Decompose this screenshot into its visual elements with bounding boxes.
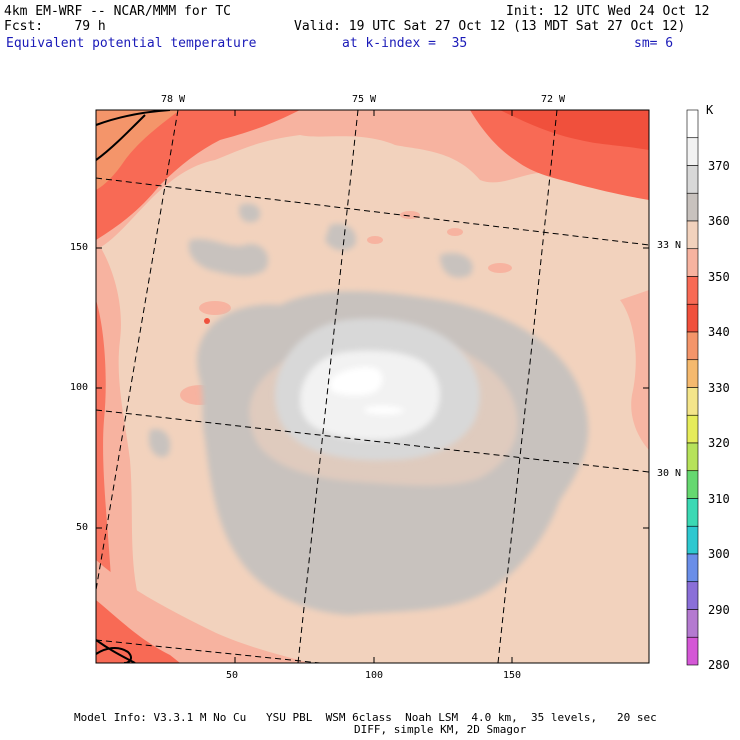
tick-marks xyxy=(96,110,649,663)
field-345-west xyxy=(96,300,112,600)
model-info-2: DIFF, simple KM, 2D Smagor xyxy=(354,723,527,736)
smoothing-info: sm= 6 xyxy=(634,36,674,51)
colorbar-label-330: 330 xyxy=(708,380,730,395)
colorbar-swatch-305 xyxy=(686,498,699,527)
field-370-center xyxy=(300,350,440,440)
colorbar-swatch-325 xyxy=(686,387,699,416)
x-tick-100: 100 xyxy=(365,670,384,681)
y-tick-150: 150 xyxy=(70,242,89,253)
meridian-72w xyxy=(497,110,558,663)
parallel-27n xyxy=(96,639,321,663)
colorbar xyxy=(686,109,699,666)
parallel-33n xyxy=(96,177,649,246)
field-350-east xyxy=(620,290,649,450)
valid-time: Valid: 19 UTC Sat 27 Oct 12 (13 MDT Sat … xyxy=(294,19,686,34)
field-345-northwest xyxy=(96,110,300,240)
graticule xyxy=(96,110,649,663)
colorbar-swatch-355 xyxy=(686,220,699,250)
colorbar-swatch-320 xyxy=(686,414,699,444)
colorbar-swatch-295 xyxy=(686,553,699,583)
forecast-hour: Fcst: 79 h xyxy=(4,19,106,34)
model-info: Model Info: V3.3.1 M No Cu YSU PBL WSM 6… xyxy=(74,711,657,724)
colorbar-swatch-290 xyxy=(686,581,699,610)
meridian-78w xyxy=(96,110,179,591)
colorbar-swatch-315 xyxy=(686,442,699,472)
y-tick-100: 100 xyxy=(70,382,89,393)
field-340-northeast xyxy=(500,110,649,150)
colorbar-swatch-330 xyxy=(686,359,699,388)
y-tick-50: 50 xyxy=(76,522,89,533)
level-info: at k-index = 35 xyxy=(342,36,468,51)
lon-label-78w: 78 W xyxy=(161,94,186,105)
colorbar-swatch-375 xyxy=(686,109,699,139)
x-tick-150: 150 xyxy=(503,670,522,681)
colorbar-label-280: 280 xyxy=(708,658,730,672)
colorbar-swatch-300 xyxy=(686,525,699,555)
colorbar-swatch-335 xyxy=(686,331,699,361)
init-time: Init: 12 UTC Wed 24 Oct 12 xyxy=(506,4,710,19)
colorbar-swatch-360 xyxy=(686,192,699,222)
colorbar-label-290: 290 xyxy=(708,602,730,617)
colorbar-label-350: 350 xyxy=(708,269,730,284)
lat-label-30n: 30 N xyxy=(657,468,682,479)
colorbar-label-360: 360 xyxy=(708,214,730,228)
colorbar-swatch-370 xyxy=(686,137,699,166)
field-335-northwest xyxy=(96,110,180,190)
plot-frame xyxy=(95,109,650,664)
colorbar-swatch-280 xyxy=(686,636,699,666)
colorbar-label-300: 300 xyxy=(708,547,730,561)
colorbar-label-370: 370 xyxy=(708,158,730,173)
colorbar-swatch-340 xyxy=(686,303,699,333)
coastline xyxy=(96,110,171,663)
field-350-west xyxy=(96,240,180,663)
parallel-30n xyxy=(96,409,649,473)
colorbar-unit: K xyxy=(706,103,714,117)
theta-e-field xyxy=(96,110,649,663)
x-tick-50: 50 xyxy=(226,670,239,681)
colorbar-swatch-310 xyxy=(686,470,699,499)
lat-label-33n: 33 N xyxy=(657,240,682,251)
colorbar-swatch-285 xyxy=(686,609,699,638)
coastline-south xyxy=(96,646,132,663)
field-name: Equivalent potential temperature xyxy=(6,36,257,51)
lon-label-72w: 72 W xyxy=(541,94,566,105)
colorbar-label-310: 310 xyxy=(708,491,730,506)
lon-label-75w: 75 W xyxy=(352,94,377,105)
model-title: 4km EM-WRF -- NCAR/MMM for TC xyxy=(4,4,231,19)
field-350-southwest xyxy=(96,560,310,663)
colorbar-swatch-350 xyxy=(686,248,699,277)
colorbar-label-320: 320 xyxy=(708,436,730,450)
colorbar-label-340: 340 xyxy=(708,325,730,339)
colorbar-swatch-365 xyxy=(686,165,699,194)
meridian-75w xyxy=(297,110,359,663)
colorbar-swatch-345 xyxy=(686,276,699,305)
field-340-spot xyxy=(204,318,210,324)
